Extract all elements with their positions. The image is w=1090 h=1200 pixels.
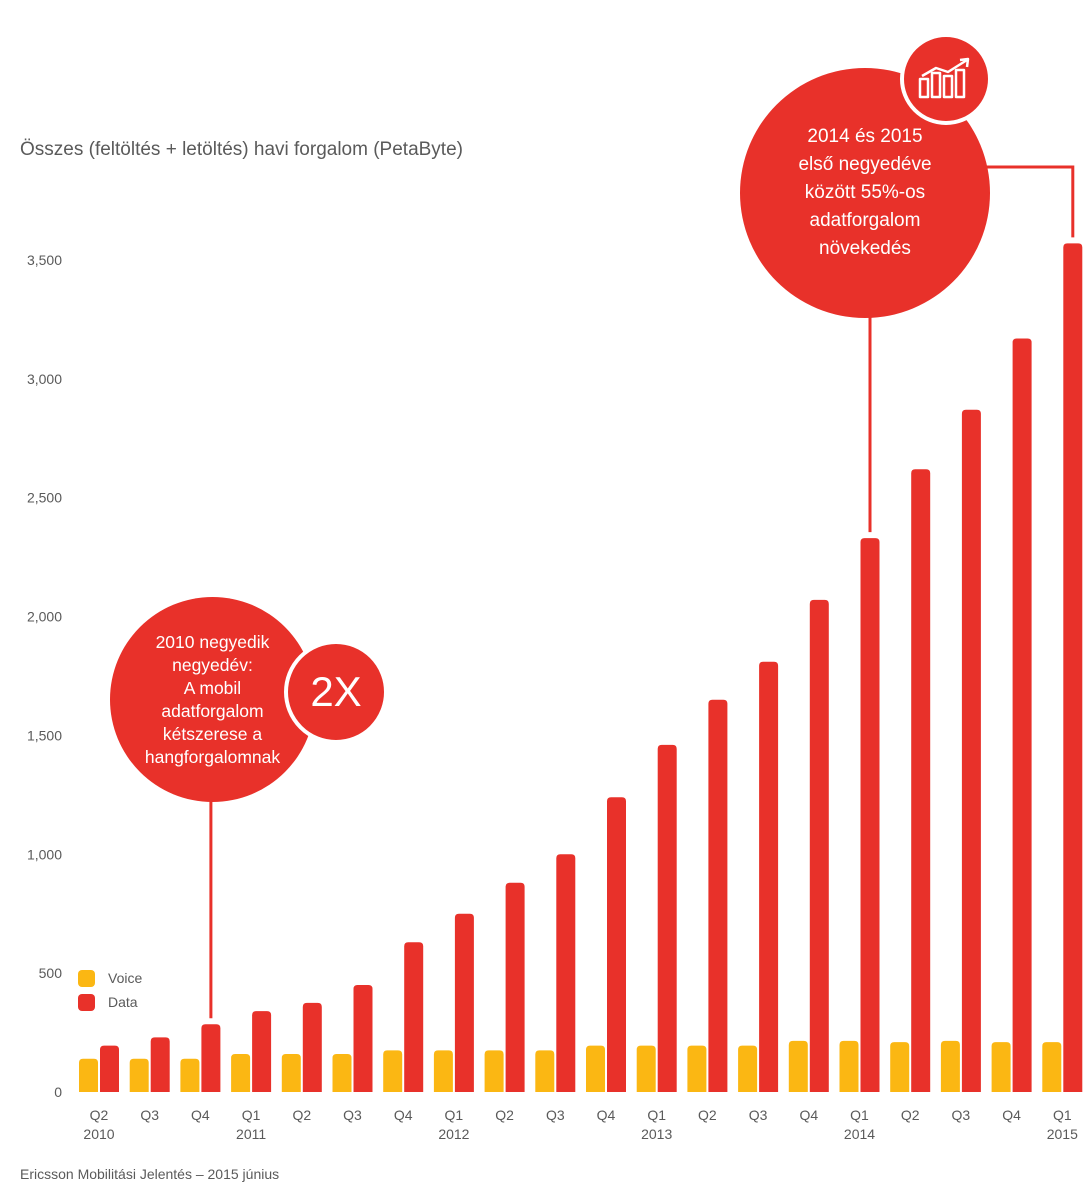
y-axis-ticks: 0 500 1,000 1,500 2,000 2,500 3,000 3,500	[27, 252, 62, 1100]
bar-data-8	[505, 882, 525, 1092]
x-tick-label: Q3	[749, 1107, 768, 1123]
annotation-bubble-q4-2010: 2010 negyedik negyedév: A mobil adatforg…	[110, 597, 315, 802]
x-tick-label: Q2	[292, 1107, 311, 1123]
y-tick-label: 500	[39, 965, 63, 981]
x-tick-label: Q4	[1002, 1107, 1021, 1123]
legend-item-voice: Voice	[78, 966, 142, 990]
bar-data-6	[404, 942, 424, 1092]
x-tick-label: 2014	[844, 1126, 875, 1142]
bar-data-5	[353, 985, 373, 1092]
bar-voice-3	[231, 1053, 251, 1092]
y-tick-label: 3,000	[27, 371, 62, 387]
x-tick-label: Q4	[799, 1107, 818, 1123]
bar-data-11	[657, 744, 677, 1092]
legend-swatch-data	[78, 993, 95, 1011]
bar-chart-growth-icon	[900, 33, 992, 125]
annotation-text-2014-2015: 2014 és 2015 első negyedéve között 55%-o…	[798, 126, 932, 259]
bar-data-17	[961, 409, 981, 1092]
bar-voice-12	[687, 1045, 707, 1092]
x-tick-label: Q1	[1053, 1107, 1072, 1123]
connector-q1-2015	[975, 165, 1075, 238]
y-tick-label: 3,500	[27, 252, 62, 268]
bar-voice-7	[433, 1050, 453, 1092]
bar-data-1	[150, 1037, 170, 1092]
x-tick-label: Q2	[698, 1107, 717, 1123]
bar-data-10	[607, 797, 626, 1092]
bar-voice-2	[180, 1058, 200, 1092]
bar-data-15	[860, 538, 880, 1092]
bar-voice-18	[991, 1042, 1011, 1092]
y-tick-label: 1,500	[27, 727, 62, 743]
legend-label-data: Data	[108, 994, 138, 1010]
bar-voice-17	[940, 1040, 960, 1092]
y-tick-label: 2,000	[27, 609, 62, 625]
bar-data-0	[100, 1045, 119, 1092]
x-tick-label: 2011	[236, 1126, 266, 1142]
bar-data-16	[911, 469, 931, 1092]
y-tick-label: 0	[54, 1084, 62, 1100]
legend-swatch-voice	[78, 969, 95, 987]
chart-title: Összes (feltöltés + letöltés) havi forga…	[20, 139, 463, 160]
x-tick-label: 2012	[438, 1126, 469, 1142]
bar-data-3	[252, 1011, 272, 1092]
bar-data-14	[809, 599, 829, 1092]
y-tick-label: 2,500	[27, 490, 62, 506]
bar-voice-19	[1042, 1042, 1062, 1092]
x-tick-label: Q1	[850, 1107, 869, 1123]
x-tick-label: Q2	[901, 1107, 920, 1123]
bar-voice-13	[738, 1045, 758, 1092]
bar-voice-8	[484, 1050, 504, 1092]
bar-voice-6	[383, 1050, 403, 1092]
bar-voice-9	[535, 1050, 555, 1092]
bar-voice-14	[788, 1040, 808, 1092]
x-tick-label: Q4	[394, 1107, 413, 1123]
bar-voice-11	[636, 1045, 656, 1092]
x-tick-label: 2015	[1047, 1126, 1078, 1142]
bar-data-18	[1012, 338, 1032, 1093]
bar-voice-0	[79, 1058, 98, 1092]
bars-group	[79, 243, 1083, 1093]
bar-data-19	[1063, 243, 1083, 1093]
y-tick-label: 1,000	[27, 846, 62, 862]
x-tick-label: Q3	[343, 1107, 362, 1123]
x-tick-label: Q3	[546, 1107, 565, 1123]
badge-2x: 2X	[284, 640, 388, 744]
x-tick-label: Q2	[90, 1107, 109, 1123]
legend: Voice Data	[78, 966, 142, 1014]
x-tick-label: Q2	[495, 1107, 514, 1123]
bar-data-2	[201, 1024, 221, 1092]
x-tick-label: Q1	[647, 1107, 666, 1123]
bar-voice-16	[890, 1042, 910, 1092]
bar-voice-1	[129, 1058, 149, 1092]
bar-voice-5	[332, 1053, 352, 1092]
bar-data-7	[454, 913, 474, 1092]
x-tick-label: Q3	[140, 1107, 159, 1123]
legend-item-data: Data	[78, 990, 142, 1014]
x-tick-label: Q3	[952, 1107, 971, 1123]
bar-voice-4	[281, 1053, 301, 1092]
annotation-text-q4-2010: 2010 negyedik negyedév: A mobil adatforg…	[144, 631, 281, 767]
bar-voice-15	[839, 1040, 859, 1092]
x-tick-label: Q1	[445, 1107, 464, 1123]
bar-data-4	[302, 1002, 322, 1092]
bar-data-12	[708, 699, 728, 1092]
x-tick-label: Q4	[597, 1107, 616, 1123]
annotation-connectors	[209, 165, 1075, 1019]
source-footer: Ericsson Mobilitási Jelentés – 2015 júni…	[20, 1166, 280, 1182]
x-tick-label: Q4	[191, 1107, 210, 1123]
x-axis-ticks: Q2 2010 Q3 Q4 Q1 2011 Q2 Q3 Q4 Q1 2012 Q2 Q3 Q4 Q1 2013…	[83, 1107, 1078, 1142]
legend-label-voice: Voice	[108, 970, 143, 986]
bar-data-9	[556, 854, 576, 1092]
x-tick-label: 2013	[641, 1126, 672, 1142]
x-tick-label: 2010	[83, 1126, 114, 1142]
bar-voice-10	[586, 1045, 605, 1092]
x-tick-label: Q1	[242, 1107, 261, 1123]
bar-data-13	[759, 661, 779, 1092]
